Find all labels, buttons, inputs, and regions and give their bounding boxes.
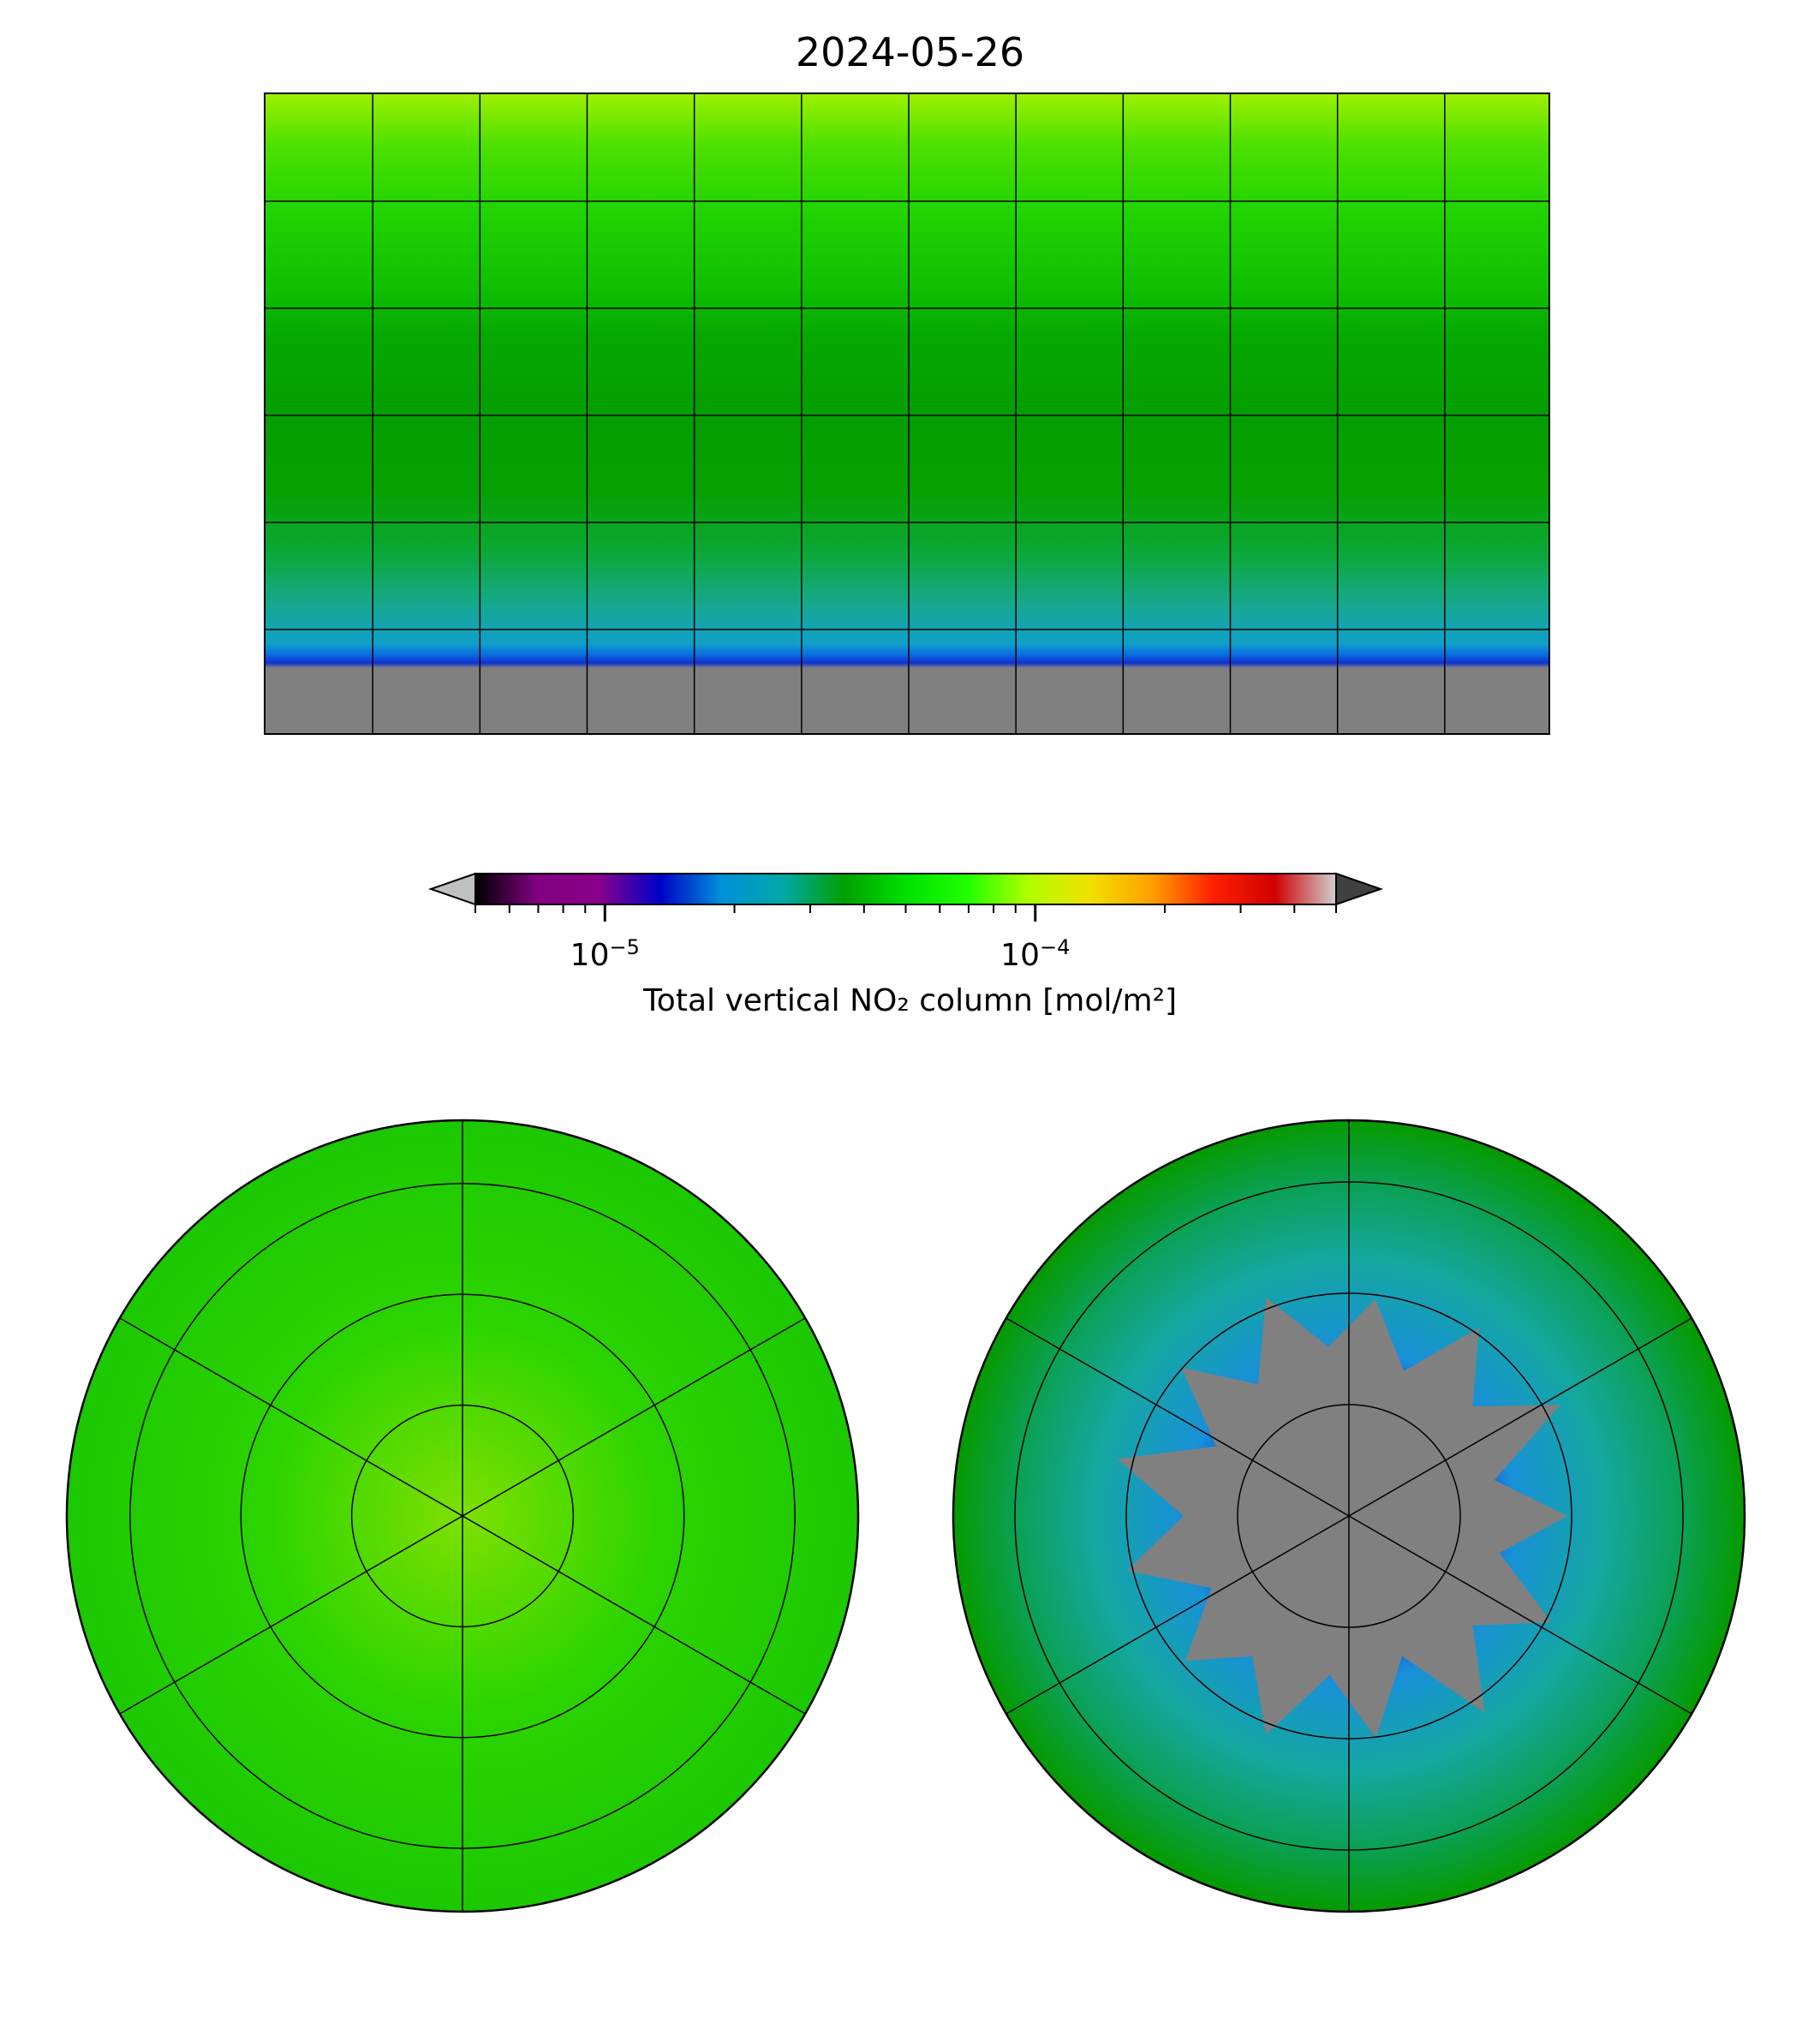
colorbar-bar [474,873,1337,905]
colorbar-tick-label: 10−5 [570,935,640,973]
meridian-line [119,1317,806,1715]
south-polar-map [952,1119,1746,1913]
missing-data-region [1117,1297,1567,1739]
global-graticule [266,94,1548,733]
polar-frame [952,1119,1746,1913]
colorbar-label: Total vertical NO₂ column [mol/m²] [642,983,1178,1018]
north-polar-map [65,1119,860,1913]
meridian-line [1005,1317,1692,1715]
polar-frame [65,1119,860,1913]
colorbar-tick-label: 10−4 [1000,935,1071,973]
global-map-panel [264,92,1550,735]
chart-title: 2024-05-26 [795,29,1025,75]
colorbar [427,872,1384,922]
